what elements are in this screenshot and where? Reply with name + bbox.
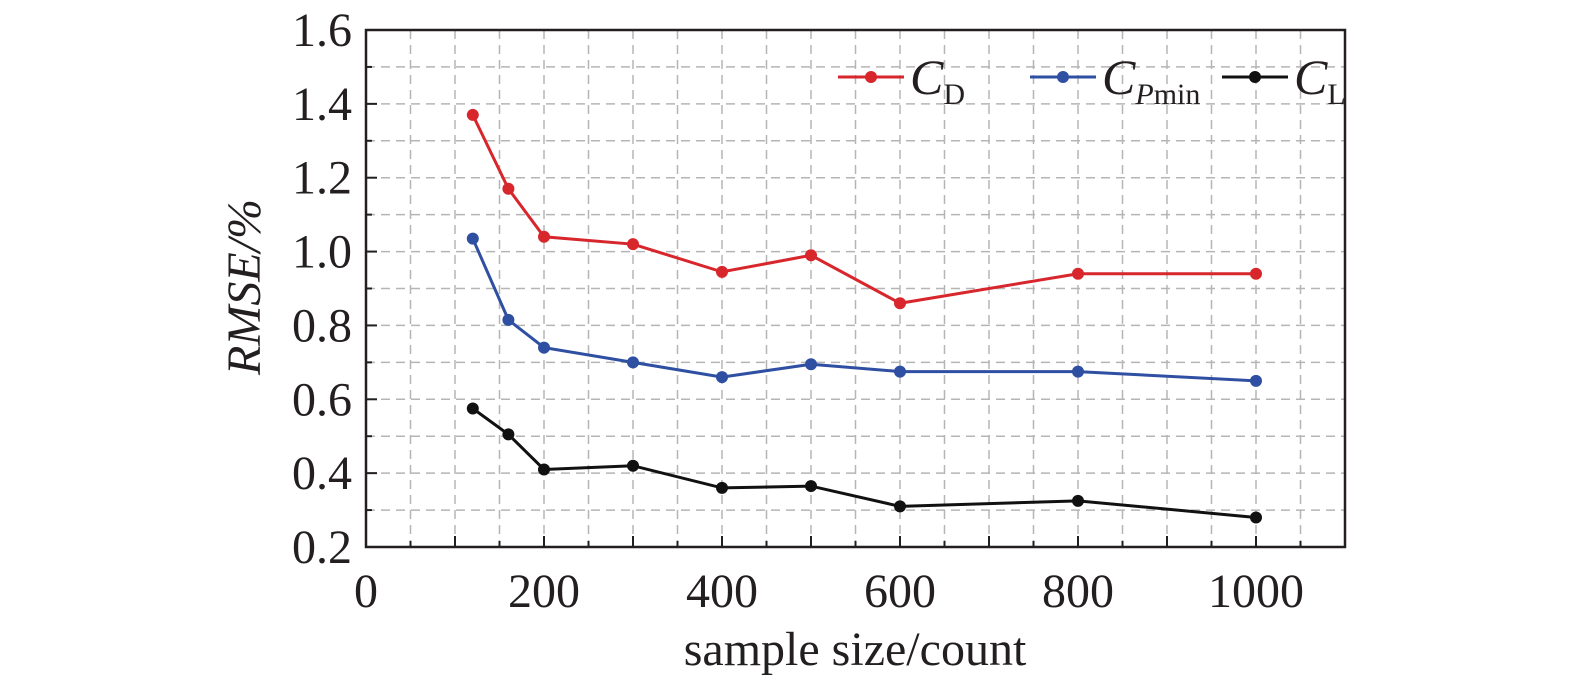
data-point xyxy=(716,265,728,278)
data-point xyxy=(894,365,906,378)
data-point xyxy=(627,459,639,472)
y-tick-label: 0.2 xyxy=(292,521,352,574)
data-point xyxy=(894,297,906,310)
data-point xyxy=(805,358,817,371)
data-point xyxy=(627,356,639,369)
legend-swatch-marker xyxy=(865,71,877,83)
data-point xyxy=(538,341,550,354)
data-point xyxy=(466,232,479,245)
x-tick-label: 0 xyxy=(354,565,378,618)
data-point xyxy=(502,428,515,441)
y-axis-title: RMSE/% xyxy=(218,199,271,376)
y-tick-label: 1.2 xyxy=(292,152,352,205)
x-tick-label: 600 xyxy=(864,565,936,618)
y-tick-label: 0.4 xyxy=(292,447,352,500)
x-tick-label: 400 xyxy=(686,565,758,618)
data-point xyxy=(805,249,817,262)
legend-item-CPmin: CPmin xyxy=(1030,49,1200,111)
data-point xyxy=(502,182,515,195)
y-tick-label: 1.0 xyxy=(292,226,352,279)
axes: 0 200 400 600 800 1000 0.2 0.4 0.6 0.8 1.0 1.2 1.4 1.… xyxy=(292,4,1347,618)
legend-swatch-marker xyxy=(1057,71,1069,83)
legend-label: CD xyxy=(910,49,965,111)
data-point xyxy=(1072,267,1084,280)
series-line xyxy=(471,238,1257,383)
data-point xyxy=(502,313,515,326)
y-tick-label: 1.4 xyxy=(292,78,352,131)
y-tick-label: 0.6 xyxy=(292,373,352,426)
data-point xyxy=(466,402,479,415)
series-CD xyxy=(466,108,1262,310)
data-point xyxy=(466,108,479,121)
data-point xyxy=(1250,374,1262,387)
data-point xyxy=(538,230,550,243)
series-CL xyxy=(466,402,1262,524)
series-line xyxy=(471,114,1256,305)
y-tick-label: 1.6 xyxy=(292,4,352,57)
data-point xyxy=(627,238,639,251)
x-tick-label: 200 xyxy=(508,565,580,618)
x-axis-title: sample size/count xyxy=(684,623,1027,676)
data-point xyxy=(716,371,728,384)
data-point xyxy=(894,500,906,513)
series-line xyxy=(471,407,1257,519)
data-point xyxy=(1072,365,1084,378)
legend-label: CL xyxy=(1294,49,1346,111)
x-tick-label: 800 xyxy=(1042,565,1114,618)
data-point xyxy=(716,481,728,494)
legend-item-CL: CL xyxy=(1222,49,1346,111)
legend-label: CPmin xyxy=(1102,49,1200,111)
y-tick-label: 0.8 xyxy=(292,299,352,352)
series-lines xyxy=(466,108,1262,524)
data-point xyxy=(1250,511,1262,524)
legend-swatch-marker xyxy=(1249,71,1261,83)
data-point xyxy=(1072,494,1084,507)
legend-item-CD: CD xyxy=(838,49,965,111)
data-point xyxy=(1250,267,1262,280)
legend: CD CPmin CL xyxy=(838,49,1346,111)
data-point xyxy=(538,463,550,476)
x-tick-label: 1000 xyxy=(1208,565,1304,618)
data-point xyxy=(805,480,817,493)
series-CPmin xyxy=(466,232,1262,387)
